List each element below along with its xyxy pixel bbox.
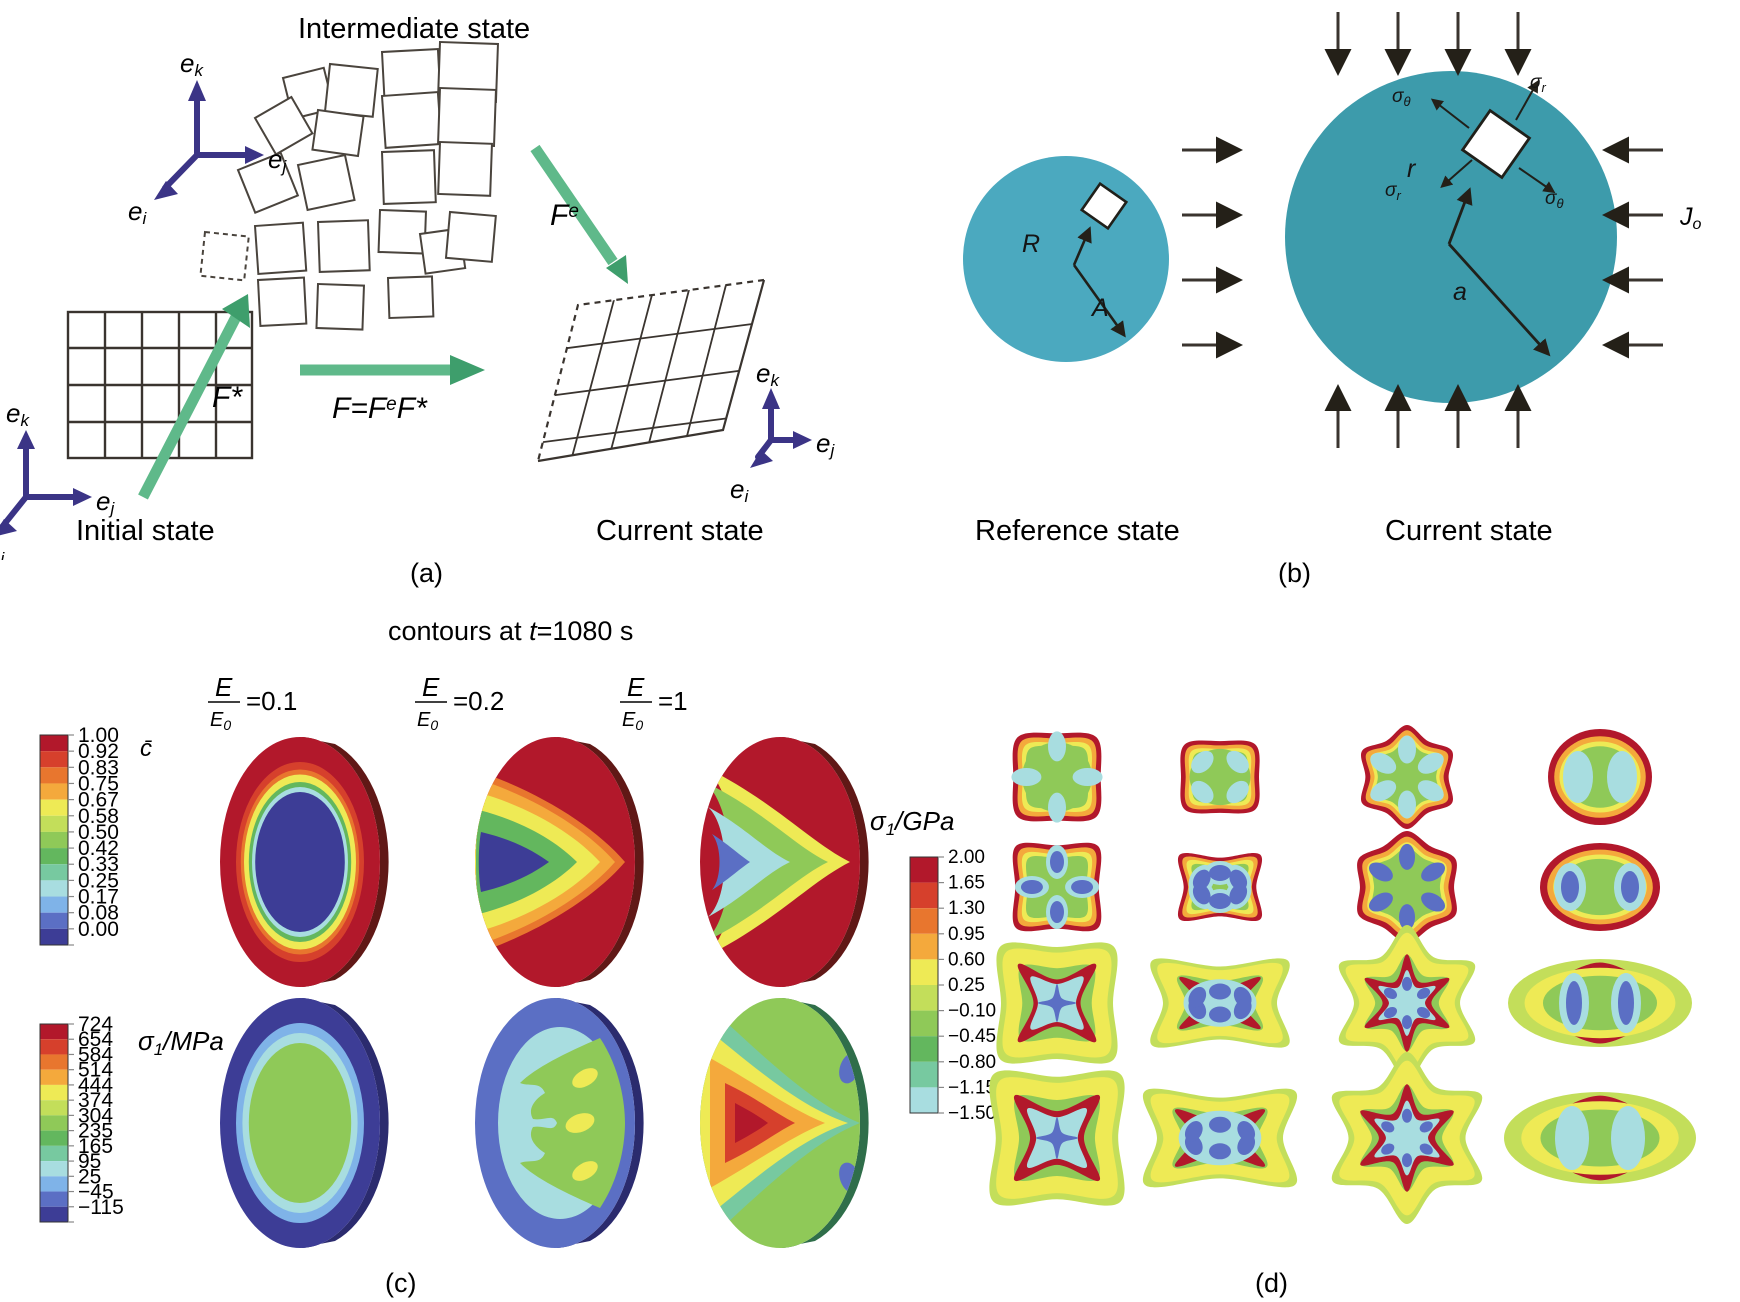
svg-text:=0.2: =0.2 (453, 686, 504, 716)
svg-text:σ1/MPa: σ1/MPa (138, 1026, 224, 1059)
svg-text:−0.80: −0.80 (948, 1052, 996, 1073)
svg-text:Current state: Current state (1385, 515, 1553, 547)
svg-text:E: E (215, 672, 233, 702)
svg-text:0.25: 0.25 (948, 975, 985, 996)
svg-text:=0.1: =0.1 (246, 686, 297, 716)
svg-text:0.00: 0.00 (78, 918, 119, 941)
svg-text:−0.45: −0.45 (948, 1026, 996, 1047)
svg-text:σr: σr (1530, 72, 1546, 95)
svg-text:ej: ej (816, 428, 835, 460)
svg-text:ej: ej (96, 486, 115, 518)
svg-text:ek: ek (756, 358, 780, 390)
svg-text:=1: =1 (658, 686, 688, 716)
svg-text:ek: ek (180, 48, 204, 80)
svg-text:E0: E0 (210, 709, 231, 733)
svg-text:0.60: 0.60 (948, 949, 985, 970)
svg-text:ei: ei (128, 196, 147, 228)
svg-text:Current state: Current state (596, 515, 764, 547)
svg-text:1.30: 1.30 (948, 898, 985, 919)
svg-text:F=FeF*: F=FeF* (332, 392, 428, 425)
svg-text:Fe: Fe (550, 199, 579, 232)
svg-text:ei: ei (0, 536, 5, 560)
svg-text:E0: E0 (622, 709, 643, 733)
svg-text:2.00: 2.00 (948, 847, 985, 868)
svg-text:Reference state: Reference state (975, 515, 1180, 547)
svg-text:A: A (1090, 294, 1109, 322)
svg-text:Initial state: Initial state (76, 515, 215, 547)
svg-text:a: a (1453, 278, 1467, 306)
svg-text:E: E (627, 672, 645, 702)
svg-text:−1.15: −1.15 (948, 1077, 996, 1098)
svg-text:c̄: c̄ (140, 735, 152, 762)
svg-text:1.65: 1.65 (948, 873, 985, 894)
svg-text:contours at t=1080 s: contours at t=1080 s (388, 616, 633, 646)
svg-text:−1.50: −1.50 (948, 1103, 996, 1124)
svg-text:E: E (422, 672, 440, 702)
svg-text:0.95: 0.95 (948, 924, 985, 945)
svg-text:−115: −115 (78, 1196, 124, 1219)
svg-text:R: R (1022, 230, 1040, 258)
svg-text:F*: F* (212, 381, 243, 414)
svg-text:Jo: Jo (1679, 203, 1702, 233)
svg-text:Intermediate state: Intermediate state (298, 13, 530, 45)
svg-text:ek: ek (6, 398, 30, 430)
svg-text:ei: ei (730, 474, 749, 506)
svg-text:σ1/GPa: σ1/GPa (870, 806, 954, 839)
svg-text:−0.10: −0.10 (948, 1001, 996, 1022)
svg-text:E0: E0 (417, 709, 438, 733)
